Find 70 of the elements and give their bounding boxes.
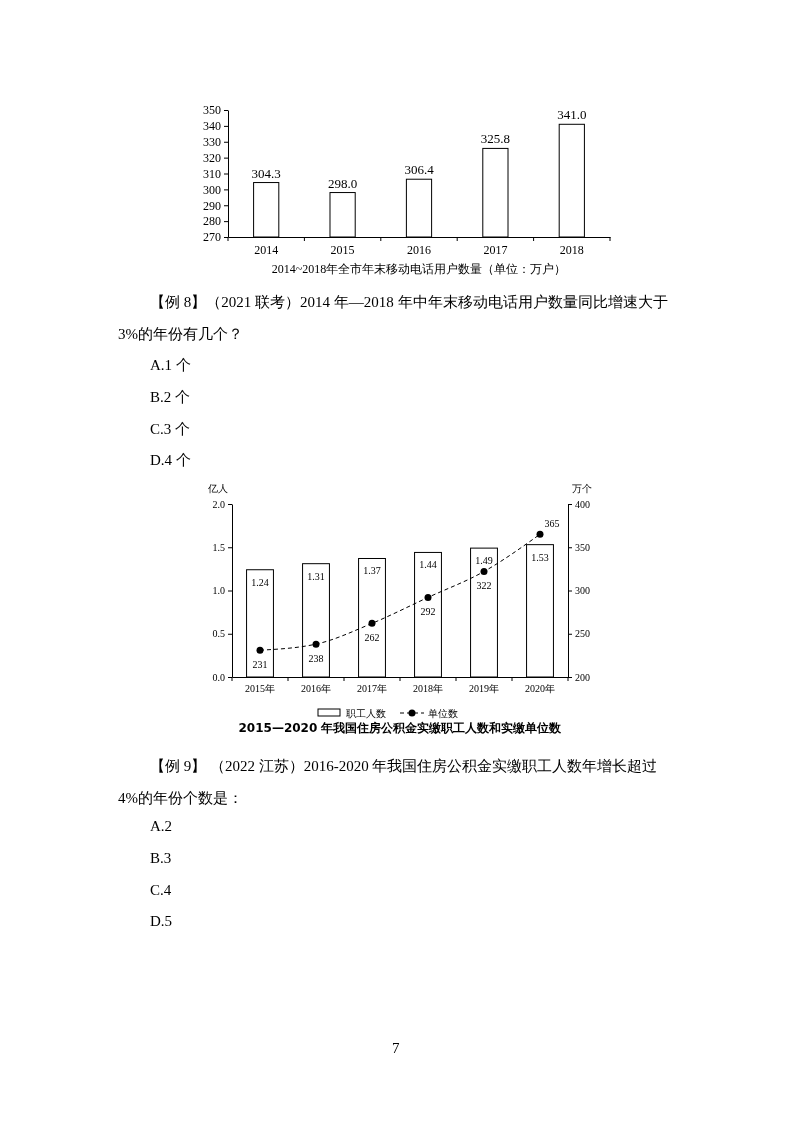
point (424, 593, 432, 601)
x-tick-label: 2015年 (245, 683, 275, 695)
point (256, 646, 264, 654)
x-tick-label: 2020年 (525, 683, 555, 695)
x-tick-label: 2018 (559, 242, 584, 257)
y-tick-label: 320 (203, 150, 221, 165)
data-label: 1.24 (251, 576, 269, 588)
y-tick-label: 0.5 (212, 628, 225, 640)
x-tick-label: 2017 (483, 242, 508, 257)
text: C.3 个 (150, 420, 191, 439)
x-tick-label: 2016年 (301, 683, 331, 695)
x-tick-label: 2017年 (357, 683, 387, 695)
data-label: 341.0 (557, 107, 587, 123)
text: 2014~2018年全市年末移动电话用户数量（单位：万户） (271, 262, 567, 276)
x-tick-label: 2016 (407, 242, 431, 257)
text: C.4 (150, 882, 172, 899)
y-tick-label: 280 (203, 214, 221, 229)
text: A.2 (150, 818, 173, 835)
data-label: 322 (476, 580, 492, 592)
point (312, 640, 320, 648)
y2-tick-label: 350 (575, 541, 590, 553)
text: 【例 9】 （2022 江苏）2016-2020 年我国住房公积金实缴职工人数年增长超过 4%的年份个数是： (118, 757, 659, 808)
data-label: 1.37 (363, 565, 381, 577)
data-label: 304.3 (251, 165, 281, 181)
data-label: 238 (308, 653, 324, 665)
y-tick-label: 290 (203, 198, 221, 213)
y2-tick-label: 200 (575, 671, 590, 683)
text: D.4 个 (150, 451, 191, 470)
y2-tick-label: 300 (575, 585, 590, 597)
x-tick-label: 2018年 (413, 683, 443, 695)
y2-tick-label: 250 (575, 628, 590, 640)
y-tick-label: 300 (203, 182, 221, 197)
point (368, 619, 376, 627)
text: D.5 (150, 913, 173, 930)
text: B.2 个 (150, 388, 191, 407)
y-tick-label: 2.0 (212, 498, 225, 510)
data-label: 1.53 (531, 551, 549, 563)
text: 2015—2020 年我国住房公积金实缴职工人数和实缴单位数 (238, 721, 563, 735)
y-tick-label: 310 (203, 166, 221, 181)
y-axis-title: 亿人 (207, 483, 228, 494)
data-label: 1.31 (307, 570, 325, 582)
data-label: 298.0 (327, 175, 358, 191)
data-label: 1.44 (419, 559, 437, 571)
text: 7 (392, 1040, 400, 1057)
data-label: 306.4 (404, 162, 435, 178)
y-tick-label: 0.0 (212, 671, 225, 683)
data-label: 292 (420, 606, 436, 618)
data-label: 325.8 (480, 131, 511, 147)
text: 【例 8】（2021 联考）2014 年—2018 年中年末移动电话用户数量同比增速大于 3%的年份有几个？ (118, 293, 669, 344)
y2-axis-title: 万个 (572, 483, 592, 494)
legend-label: 单位数 (428, 708, 458, 719)
y-tick-label: 330 (203, 135, 221, 150)
point (536, 530, 544, 538)
y2-tick-label: 400 (575, 498, 590, 510)
legend-label: 职工人数 (346, 708, 386, 719)
y-tick-label: 1.5 (212, 541, 225, 553)
y-tick-label: 270 (203, 230, 221, 245)
text: A.1 个 (150, 356, 191, 375)
x-tick-label: 2015 (330, 242, 355, 257)
text: B.3 (150, 850, 172, 867)
data-label: 365 (544, 518, 560, 530)
data-label: 231 (252, 659, 268, 671)
y-tick-label: 340 (203, 119, 221, 134)
y-tick-label: 350 (203, 103, 221, 118)
point (480, 567, 488, 575)
data-label: 1.49 (475, 555, 493, 567)
x-tick-label: 2014 (254, 242, 279, 257)
y-tick-label: 1.0 (212, 585, 225, 597)
x-tick-label: 2019年 (469, 683, 499, 695)
data-label: 262 (364, 632, 380, 644)
